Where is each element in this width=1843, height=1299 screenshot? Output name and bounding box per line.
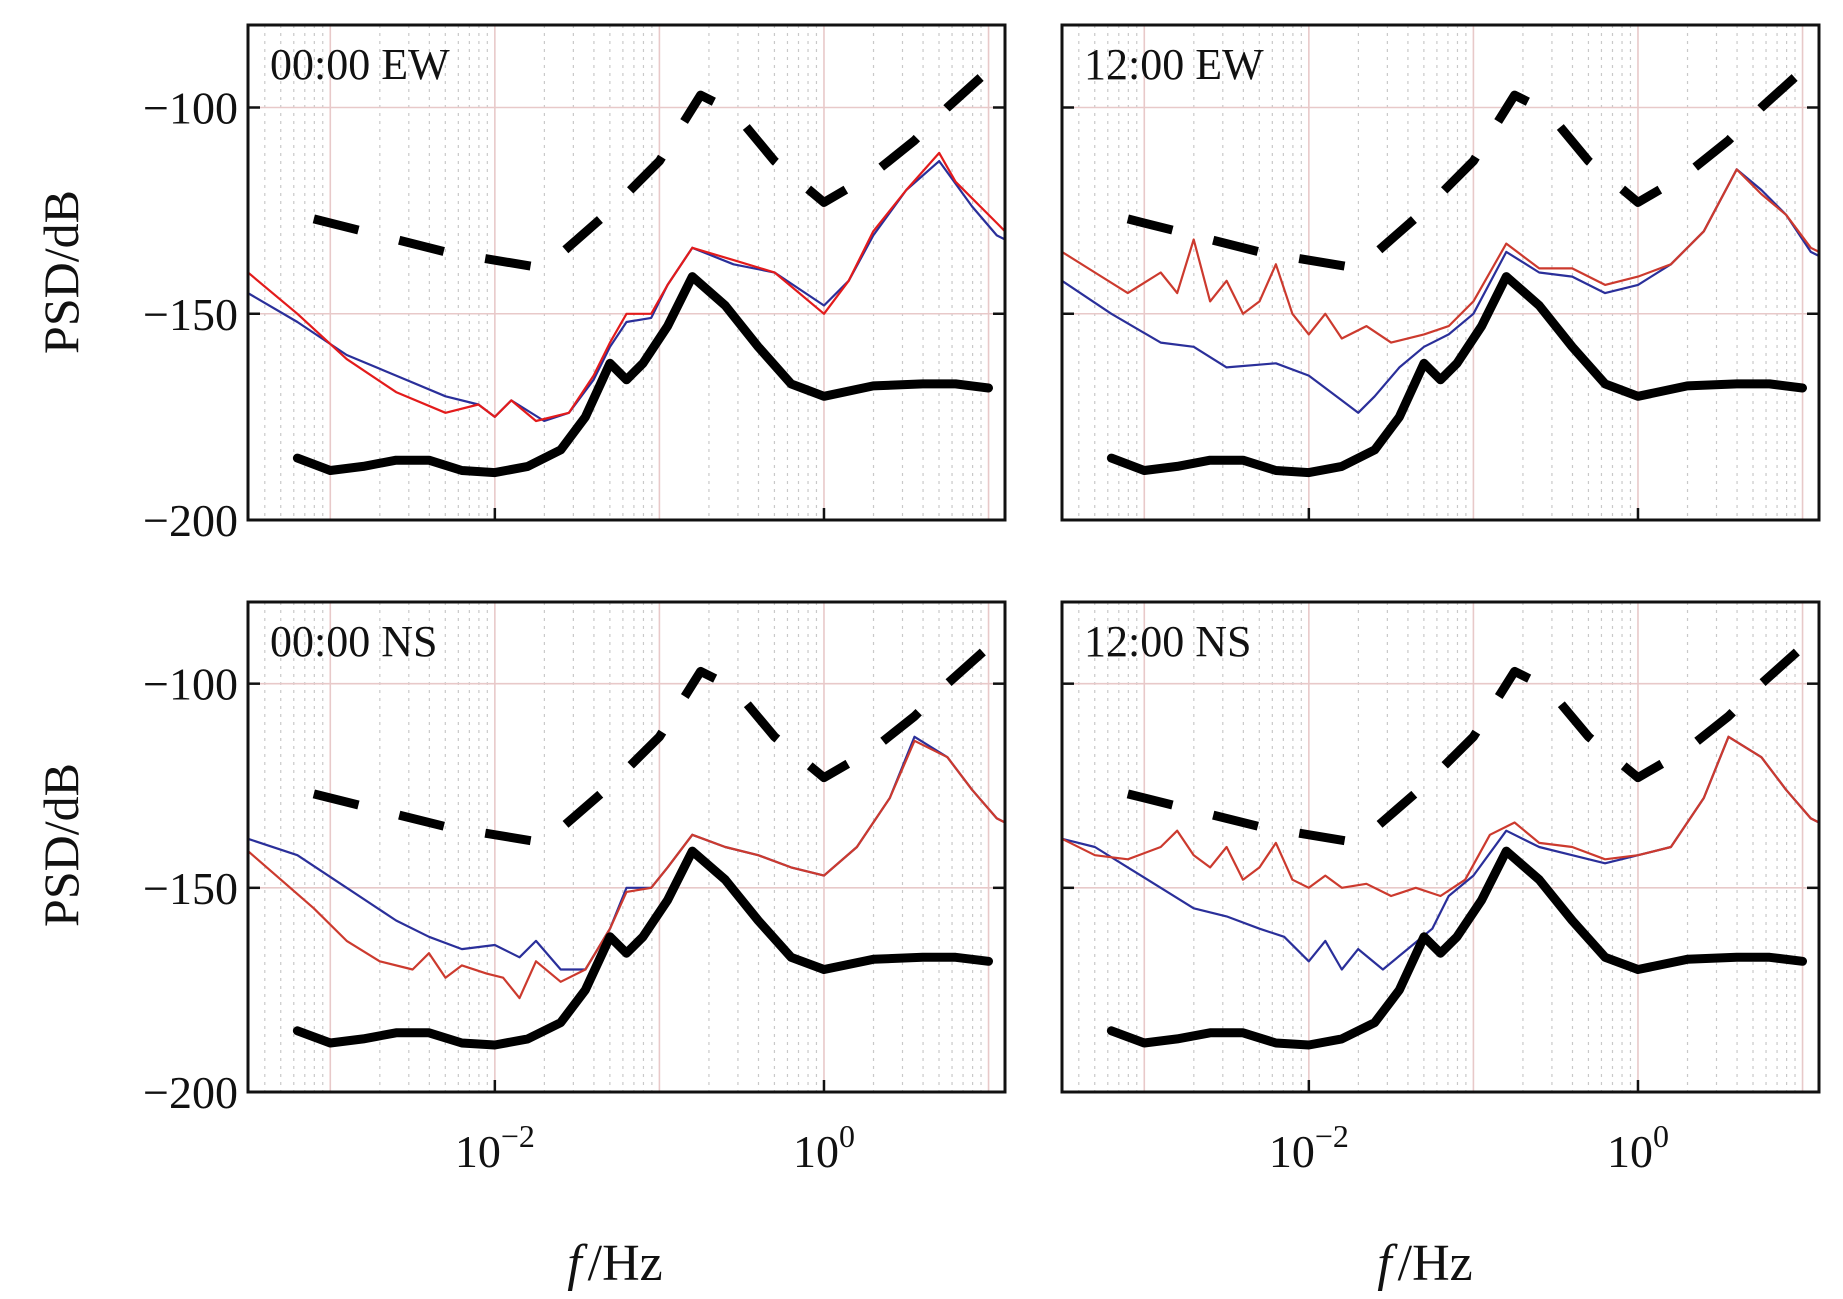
y-axis-label-top: PSD/dB [33,190,89,354]
series-group [1062,643,1819,1050]
x-tick-base: 10 [793,1126,839,1177]
chart-panel-1: −100 −150 −200 00:00 EW [143,23,1007,546]
series-line-blue [248,735,1005,971]
x-axis-label-unit: /Hz [1398,1235,1473,1292]
series-group [248,643,1005,1050]
y-tick-label: −150 [143,289,238,340]
y-axis-label-bottom: PSD/dB [33,763,89,927]
x-tick-label: 100 [1607,1118,1669,1177]
series-line-red [1062,168,1819,344]
x-tick-label: 10−2 [455,1118,535,1177]
panel-frame [246,600,1007,1094]
series-line-nlnm [292,846,993,1050]
x-axis-label-symbol: f [567,1235,588,1292]
series-group [1062,67,1819,478]
panel-title: 12:00 EW [1084,40,1264,89]
series-line-nhnm [1126,67,1806,273]
y-tick-label: −150 [143,863,238,914]
series-line-nhnm [312,643,992,848]
x-tick-exponent: 0 [839,1118,855,1154]
x-axis-label-symbol: f [1377,1235,1398,1292]
x-tick-base: 10 [1269,1126,1315,1177]
series-group [248,67,1005,478]
series-line-red [248,739,1005,1000]
x-axis-label-unit: /Hz [588,1235,663,1292]
y-tick-label: −200 [143,495,238,546]
x-axis-label-left: f/Hz [567,1235,663,1292]
grid-lines [248,25,1005,520]
panel-title: 00:00 NS [270,617,437,666]
series-line-nlnm [292,272,993,478]
x-tick-exponent: −2 [1315,1118,1349,1154]
x-tick-label: 100 [793,1118,855,1177]
grid-lines [1062,602,1819,1092]
series-line-nlnm [1106,846,1807,1050]
grid-lines [248,602,1005,1092]
series-line-red [248,151,1005,423]
series-line-nhnm [312,67,992,273]
x-tick-exponent: −2 [501,1118,535,1154]
x-tick-base: 10 [1607,1126,1653,1177]
y-tick-label: −100 [143,659,238,710]
panel-frame [246,23,1007,522]
panel-title: 00:00 EW [270,40,450,89]
x-tick-label: 10−2 [1269,1118,1349,1177]
y-tick-label: −100 [143,83,238,134]
panel-title: 12:00 NS [1084,617,1251,666]
x-tick-exponent: 0 [1653,1118,1669,1154]
panel-frame [1060,23,1821,522]
series-line-nhnm [1126,643,1806,848]
y-tick-label: −200 [143,1067,238,1118]
x-axis-label-right: f/Hz [1377,1235,1473,1292]
series-line-blue [1062,735,1819,971]
chart-panel-2: 12:00 EW [1060,23,1821,522]
series-line-red [1062,735,1819,898]
x-tick-base: 10 [455,1126,501,1177]
grid-lines [1062,25,1819,520]
series-line-nlnm [1106,272,1807,478]
panel-frame [1060,600,1821,1094]
